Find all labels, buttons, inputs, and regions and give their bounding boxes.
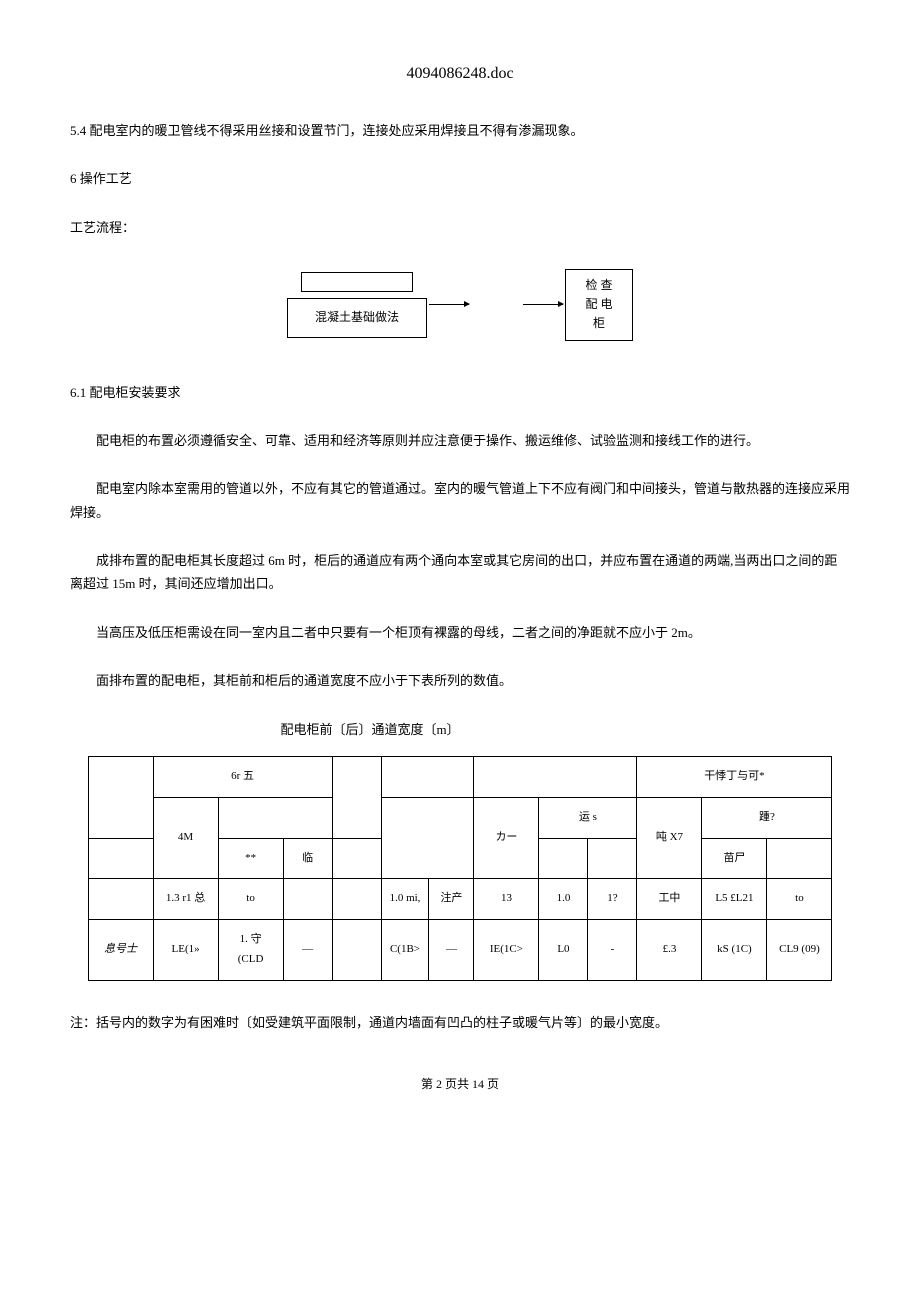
table-cell: 13 bbox=[474, 879, 539, 920]
flow-arrow-1 bbox=[429, 304, 469, 305]
section-6-title: 6 操作工艺 bbox=[70, 167, 850, 190]
para-3: 成排布置的配电柜其长度超过 6m 时，柜后的通道应有两个通向本室或其它房间的出口… bbox=[70, 549, 850, 596]
flow-left-column: 混凝土基础做法 bbox=[287, 272, 427, 338]
flow-right-box: 检 查 配 电 柜 bbox=[565, 269, 633, 341]
table-cell: CL9 (09) bbox=[767, 920, 832, 981]
table-cell: — bbox=[429, 920, 474, 981]
table-cell: 干悸丁与可* bbox=[637, 757, 832, 798]
table-row: 息号士 LE(1» 1. 守 (CLD — C(1B> — IE(1C> L0 … bbox=[88, 920, 832, 981]
flow-right-line1: 检 查 bbox=[574, 276, 624, 295]
table-cell: L5 £L21 bbox=[702, 879, 767, 920]
table-cell: 1.0 bbox=[539, 879, 588, 920]
table-row: 6r 五 干悸丁与可* bbox=[88, 757, 832, 798]
table-cell: 息号士 bbox=[88, 920, 153, 981]
table-cell: LE(1» bbox=[153, 920, 218, 981]
table-cell: 吨 X7 bbox=[637, 797, 702, 879]
table-cell: 踵? bbox=[702, 797, 832, 838]
doc-title: 4094086248.doc bbox=[70, 60, 850, 89]
flow-right-line3: 柜 bbox=[574, 314, 624, 333]
table-cell: 1? bbox=[588, 879, 637, 920]
table-row: 4M カー 运 s 吨 X7 踵? bbox=[88, 797, 832, 838]
flow-arrow-2 bbox=[523, 304, 563, 305]
table-cell: ** bbox=[218, 838, 283, 879]
table-cell: 工中 bbox=[637, 879, 702, 920]
table-cell: — bbox=[283, 920, 332, 981]
para-5-4: 5.4 配电室内的暖卫管线不得采用丝接和设置节门，连接处应采用焊接且不得有渗漏现… bbox=[70, 119, 850, 142]
section-6-1-title: 6.1 配电柜安装要求 bbox=[70, 381, 850, 404]
table-cell: 6r 五 bbox=[153, 757, 332, 798]
page-number: 第 2 页共 14 页 bbox=[70, 1074, 850, 1096]
table-cell: 1.0 mi, bbox=[381, 879, 429, 920]
table-cell: カー bbox=[474, 797, 539, 879]
table-cell: kS (1C) bbox=[702, 920, 767, 981]
flow-label: 工艺流程： bbox=[70, 216, 850, 239]
flow-empty-box bbox=[301, 272, 413, 292]
flow-diagram: 混凝土基础做法 检 查 配 电 柜 bbox=[70, 269, 850, 341]
table-cell: to bbox=[218, 879, 283, 920]
table-cell: C(1B> bbox=[381, 920, 429, 981]
table-cell: - bbox=[588, 920, 637, 981]
width-table: 6r 五 干悸丁与可* 4M カー 运 s 吨 X7 踵? ** 临 苗尸 1.… bbox=[88, 756, 833, 981]
table-cell: 临 bbox=[283, 838, 332, 879]
table-row: 1.3 r1 总 to 1.0 mi, 注产 13 1.0 1? 工中 L5 £… bbox=[88, 879, 832, 920]
flow-right-line2: 配 电 bbox=[574, 295, 624, 314]
table-cell: 苗尸 bbox=[702, 838, 767, 879]
table-cell: 4M bbox=[153, 797, 218, 879]
para-5: 面排布置的配电柜，其柜前和柜后的通道宽度不应小于下表所列的数值。 bbox=[70, 669, 850, 692]
table-cell: 注产 bbox=[429, 879, 474, 920]
table-title: 配电柜前〔后〕通道宽度〔m〕 bbox=[230, 718, 510, 741]
para-4: 当高压及低压柜需设在同一室内且二者中只要有一个柜顶有裸露的母线，二者之间的净距就… bbox=[70, 621, 850, 644]
para-1: 配电柜的布置必须遵循安全、可靠、适用和经济等原则并应注意便于操作、搬运维修、试验… bbox=[70, 429, 850, 452]
table-cell: to bbox=[767, 879, 832, 920]
table-cell: L0 bbox=[539, 920, 588, 981]
table-cell: 1. 守 (CLD bbox=[218, 920, 283, 981]
para-2: 配电室内除本室需用的管道以外，不应有其它的管道通过。室内的暖气管道上下不应有阀门… bbox=[70, 477, 850, 524]
table-cell: IE(1C> bbox=[474, 920, 539, 981]
footer-note: 注：括号内的数字为有困难时〔如受建筑平面限制，通道内墙面有凹凸的柱子或暖气片等〕… bbox=[70, 1011, 850, 1034]
table-cell: 1.3 r1 总 bbox=[153, 879, 218, 920]
table-cell: £.3 bbox=[637, 920, 702, 981]
flow-box-1: 混凝土基础做法 bbox=[287, 298, 427, 338]
table-cell: 运 s bbox=[539, 797, 637, 838]
